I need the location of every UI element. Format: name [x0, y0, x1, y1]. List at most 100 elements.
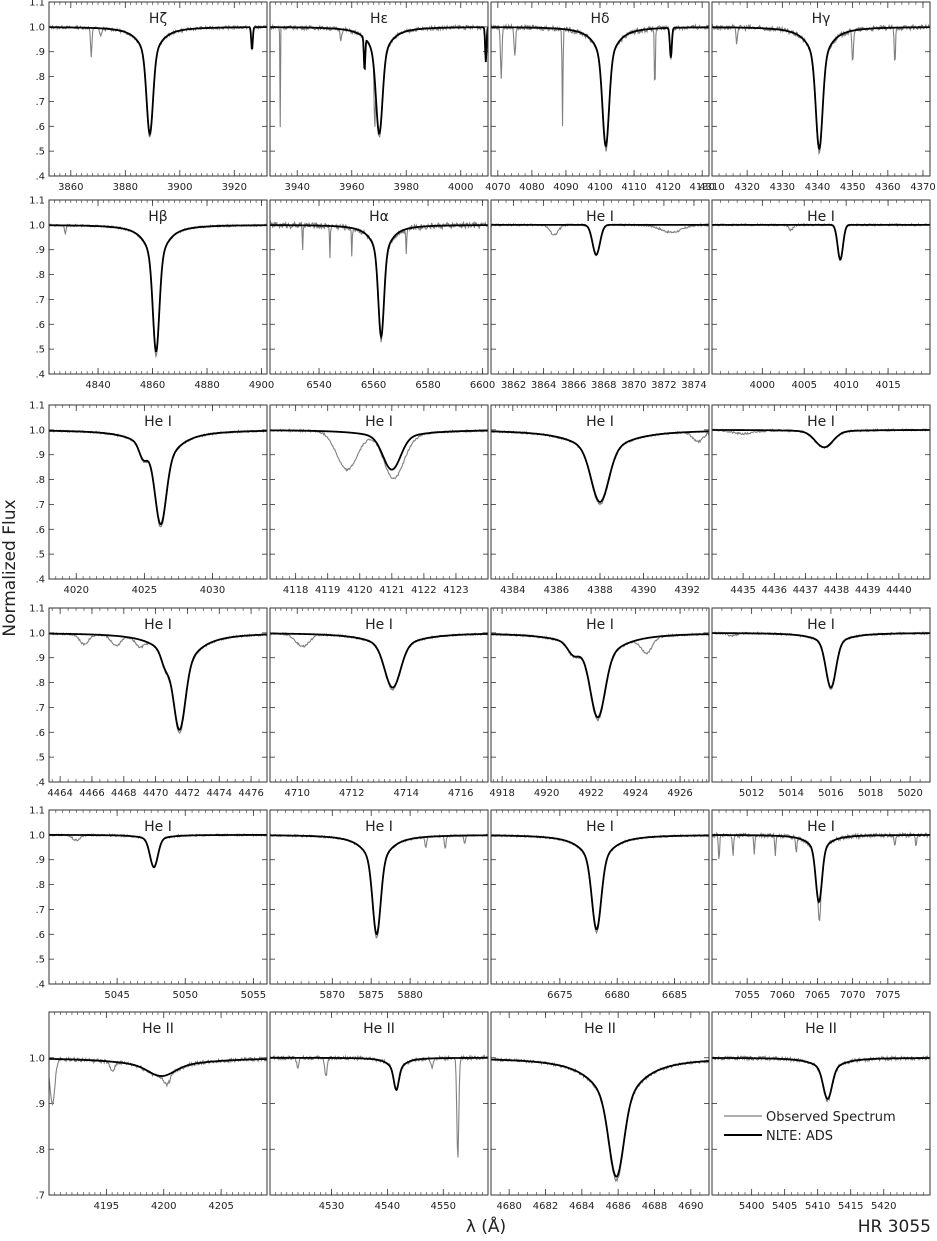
panel-title: He I: [807, 414, 835, 430]
panel-title: He II: [142, 1021, 174, 1037]
x-tick-label: 3960: [339, 182, 364, 193]
model-spectrum-line: [712, 1057, 931, 1100]
panel-13: .4 .5 .6 .7 .8 .9 1.0 1.1 4464 4466 4468 4470 4472 44…: [29, 604, 268, 799]
panel-title: He I: [144, 819, 172, 835]
y-tick-label: .4: [35, 370, 45, 381]
panel-title: He II: [363, 1021, 395, 1037]
legend-model-label: NLTE: ADS: [766, 1129, 833, 1144]
y-tick-label: .4: [35, 980, 45, 991]
x-tick-label: 4120: [655, 182, 680, 193]
x-tick-label: 4070: [485, 182, 510, 193]
x-tick-label: 4370: [910, 182, 935, 193]
observed-spectrum-line: [269, 1054, 489, 1158]
x-tick-label: 4880: [194, 380, 219, 391]
x-tick-label: 4386: [544, 585, 569, 596]
model-spectrum-line: [49, 26, 267, 136]
x-tick-label: 4468: [111, 788, 136, 799]
x-tick-label: 4440: [886, 585, 911, 596]
x-tick-label: 5055: [241, 990, 266, 1001]
x-tick-label: 4118: [283, 585, 308, 596]
legend-observed-label: Observed Spectrum: [766, 1110, 896, 1125]
panel-frame: [48, 1011, 268, 1196]
observed-spectrum-line: [490, 1056, 710, 1183]
x-tick-label: 4438: [824, 585, 849, 596]
y-tick-label: 1.1: [29, 806, 45, 817]
x-tick-label: 4530: [319, 1201, 344, 1212]
panel-frame: [48, 404, 268, 580]
panel-frame: [490, 607, 710, 783]
panel-12: 4435 4436 4437 4438 4439 4440 He I: [711, 404, 931, 596]
x-tick-label: 4464: [47, 788, 72, 799]
x-tick-label: 6600: [470, 380, 495, 391]
model-spectrum-line: [491, 223, 709, 256]
x-tick-label: 4550: [431, 1201, 456, 1212]
y-tick-label: .7: [35, 905, 45, 916]
y-tick-label: 1.1: [29, 0, 45, 9]
panel-title: He I: [586, 819, 614, 835]
x-tick-label: 5016: [818, 788, 843, 799]
panel-title: He I: [807, 617, 835, 633]
y-tick-label: .9: [35, 1099, 45, 1110]
panel-title: He I: [807, 819, 835, 835]
x-tick-label: 4392: [674, 585, 699, 596]
x-tick-label: 3980: [394, 182, 419, 193]
y-tick-label: .5: [35, 955, 45, 966]
model-spectrum-line: [49, 632, 268, 731]
x-tick-label: 3920: [222, 182, 247, 193]
x-tick-label: 4470: [143, 788, 168, 799]
y-tick-label: .8: [35, 880, 45, 891]
panel-14: 4710 4712 4714 4716 He I: [269, 607, 489, 799]
panel-17: .4 .5 .6 .7 .8 .9 1.0 1.1 5045 5050 5055 He I: [29, 806, 268, 1001]
model-spectrum-line: [491, 26, 710, 148]
observed-spectrum-line: [711, 831, 931, 922]
observed-spectrum-line: [48, 1055, 268, 1106]
panel-title: He I: [144, 617, 172, 633]
x-tick-label: 4388: [587, 585, 612, 596]
panel-frame: [490, 404, 710, 580]
x-tick-label: 4466: [79, 788, 104, 799]
observed-spectrum-line: [490, 23, 710, 152]
observed-spectrum-line: [711, 222, 931, 262]
model-spectrum-line: [712, 223, 930, 261]
panel-frame: [48, 1, 268, 177]
panel-frame: [711, 199, 931, 375]
panel-frame: [269, 1011, 489, 1196]
y-tick-label: .7: [35, 703, 45, 714]
model-spectrum-line: [270, 1056, 488, 1091]
model-spectrum-line: [269, 632, 489, 689]
x-tick-label: 4690: [678, 1201, 703, 1212]
panel-title: Hδ: [590, 11, 609, 27]
model-spectrum-line: [270, 834, 488, 936]
x-tick-label: 3874: [681, 380, 706, 391]
x-tick-label: 4920: [534, 788, 559, 799]
x-tick-label: 4010: [833, 380, 858, 391]
x-tick-label: 5050: [173, 990, 198, 1001]
y-tick-label: .9: [35, 47, 45, 58]
x-tick-label: 3864: [531, 380, 556, 391]
y-tick-label: .4: [35, 575, 45, 586]
x-tick-label: 3862: [501, 380, 526, 391]
model-spectrum-line: [269, 26, 489, 135]
x-tick-label: 4384: [500, 585, 525, 596]
x-tick-label: 4860: [140, 380, 165, 391]
model-spectrum-line: [49, 224, 267, 353]
panel-frame: [48, 199, 268, 375]
x-tick-label: 4119: [315, 585, 340, 596]
x-tick-label: 4121: [379, 585, 404, 596]
observed-spectrum-line: [269, 23, 489, 139]
y-tick-label: .8: [35, 270, 45, 281]
y-tick-label: 1.0: [29, 830, 45, 841]
y-tick-label: .5: [35, 147, 45, 158]
y-axis-label: Normalized Flux: [0, 499, 20, 636]
x-tick-label: 4200: [151, 1201, 176, 1212]
x-tick-label: 4926: [667, 788, 692, 799]
y-tick-label: .4: [35, 778, 45, 789]
x-tick-label: 4712: [339, 788, 364, 799]
panel-2: 3940 3960 3980 4000 Hε: [269, 1, 489, 193]
panel-18: 5870 5875 5880 He I: [269, 809, 489, 1001]
y-tick-label: .9: [35, 653, 45, 664]
panel-24: 5400 5405 5410 5415 5420 He II: [711, 1011, 931, 1212]
x-tick-label: 3866: [561, 380, 586, 391]
y-tick-label: .9: [35, 245, 45, 256]
model-spectrum-line: [48, 1058, 268, 1077]
